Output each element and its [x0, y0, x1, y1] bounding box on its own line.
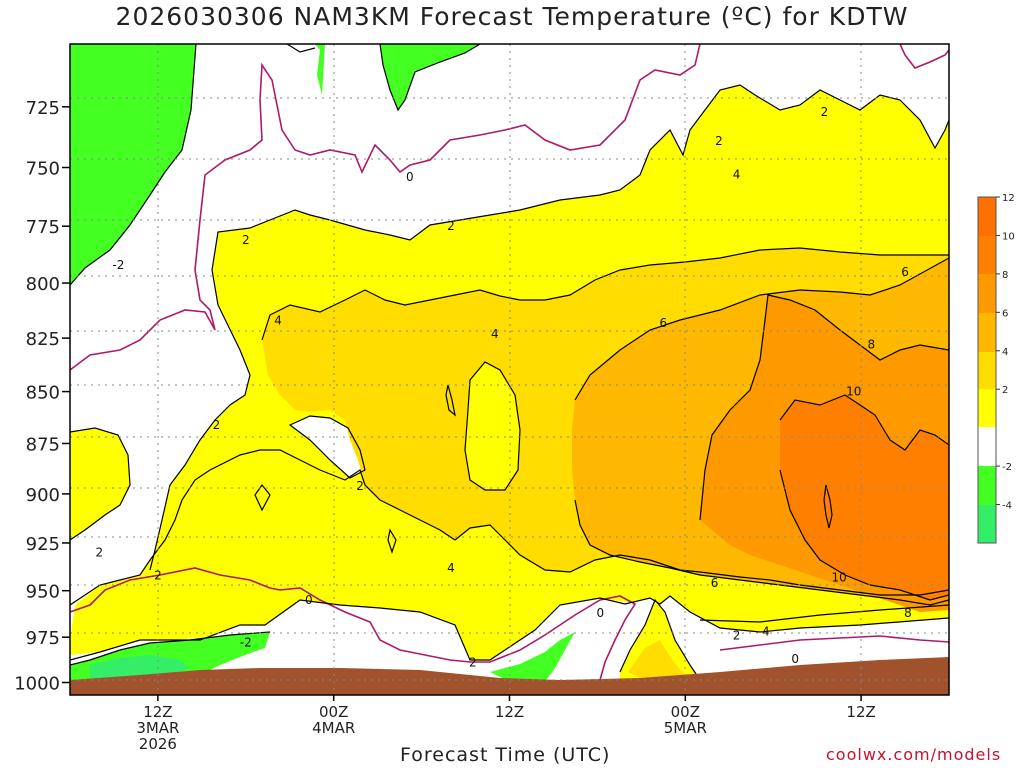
- black-contours: [70, 44, 949, 681]
- y-tick-label: 1000: [14, 674, 60, 695]
- contour-label: 2: [213, 418, 221, 432]
- contour-label: 2: [447, 219, 455, 233]
- fill-cold-top1: [287, 44, 325, 95]
- colorbar-seg-10-12: [978, 236, 996, 274]
- contour-label: 2: [242, 233, 250, 247]
- y-tick-label: 975: [26, 628, 60, 649]
- colorbar-seg-gt12: [978, 197, 996, 236]
- y-tick-label: 775: [26, 217, 60, 238]
- ground: [70, 657, 949, 695]
- y-tick-label: 875: [26, 434, 60, 455]
- colorbar-tick-label: 2: [1002, 385, 1008, 396]
- y-tick-label: 900: [26, 485, 60, 506]
- contour-label: 4: [733, 168, 741, 182]
- x-tick-label: 12Z: [143, 703, 172, 721]
- colorbar-tick-label: -2: [1002, 462, 1012, 473]
- fill-hole-yellow: [465, 362, 520, 490]
- credit-link[interactable]: coolwx.com/models: [826, 745, 1002, 764]
- colorbar-seg-2-4: [978, 389, 996, 427]
- colorbar-seg-neg4-neg2: [978, 466, 996, 505]
- x-tick-label: 3MAR: [136, 719, 179, 737]
- colorbar-tick-label: 8: [1002, 270, 1008, 281]
- contour-label: 8: [868, 338, 876, 352]
- contour-label: 2: [95, 546, 103, 560]
- y-axis: 725 750 775 800 825 850 875 900 925 950 975 1000: [14, 98, 70, 695]
- contour-label: 6: [901, 265, 909, 279]
- contour-label: -2: [112, 258, 124, 272]
- y-tick-label: 750: [26, 159, 60, 180]
- y-tick-label: 725: [26, 98, 60, 119]
- contour-label: 2: [154, 569, 162, 583]
- x-tick-label: 4MAR: [312, 719, 355, 737]
- fill-10-12: [780, 395, 949, 600]
- contour-label: 2: [715, 134, 723, 148]
- y-tick-label: 950: [26, 582, 60, 603]
- contour-label: 2: [356, 479, 364, 493]
- contour-labels: -2 2 0 2 2 2 4 4 4 6 6 8 10 2 2 4 2 2 0 -2 0 2 6 10 4 2 8 0: [95, 105, 912, 670]
- fill-cold-top2: [380, 44, 480, 110]
- contour-label: 4: [491, 327, 499, 341]
- fill-cold-upper-left: [70, 44, 196, 285]
- colorbar-seg-neg2-2: [978, 427, 996, 466]
- y-tick-label: 850: [26, 383, 60, 404]
- y-tick-label: 825: [26, 329, 60, 350]
- y-tick-label: 800: [26, 274, 60, 295]
- colorbar-tick-label: 10: [1002, 231, 1015, 242]
- colorbar-tick-label: 6: [1002, 308, 1008, 319]
- colorbar-tick-label: -4: [1002, 501, 1012, 512]
- zero-contours: [70, 44, 949, 681]
- fill-hole-white: [290, 416, 365, 478]
- contour-label: 10: [846, 385, 861, 399]
- x-tick-label: 5MAR: [664, 719, 707, 737]
- contour-label: 2: [821, 105, 829, 119]
- x-tick-label: 00Z: [319, 703, 348, 721]
- contour-label: -2: [240, 636, 252, 650]
- fill-surface-orange-spike: [628, 640, 685, 678]
- x-axis-label: Forecast Time (UTC): [400, 744, 611, 766]
- colorbar-tick-label: 4: [1002, 347, 1008, 358]
- y-tick-label: 925: [26, 534, 60, 555]
- x-tick-label: 12Z: [495, 703, 524, 721]
- contour-label: 0: [597, 606, 605, 620]
- colorbar-seg-lt-neg4: [978, 505, 996, 543]
- contour-label: 10: [831, 570, 846, 584]
- chart-title: 2026030306 NAM3KM Forecast Temperature (…: [115, 2, 909, 31]
- x-tick-label: 2026: [139, 735, 177, 753]
- contour-label: 2: [733, 628, 741, 642]
- contour-label: 6: [660, 316, 668, 330]
- contour-label: 4: [274, 314, 282, 328]
- colorbar-seg-6-8: [978, 313, 996, 352]
- colorbar-seg-8-10: [978, 274, 996, 313]
- contour-label: 0: [791, 652, 799, 666]
- contour-label: 4: [447, 561, 455, 575]
- colorbar: 12 10 8 6 4 2 -2 -4: [977, 193, 1015, 544]
- fill-surface-green-3: [490, 632, 575, 682]
- contour-label: 0: [406, 170, 414, 184]
- contour-label: 4: [762, 625, 770, 639]
- x-tick-label: 00Z: [671, 703, 700, 721]
- contour-label: 2: [469, 656, 477, 670]
- colorbar-tick-label: 12: [1002, 193, 1015, 204]
- contour-label: 0: [305, 593, 313, 607]
- contour-label: 6: [711, 576, 719, 590]
- x-tick-label: 12Z: [846, 703, 875, 721]
- contour-label: 8: [904, 606, 912, 620]
- plot-area: -2 2 0 2 2 2 4 4 4 6 6 8 10 2 2 4 2 2 0 -2 0 2 6 10 4 2 8 0: [70, 44, 949, 695]
- colorbar-seg-4-6: [978, 352, 996, 389]
